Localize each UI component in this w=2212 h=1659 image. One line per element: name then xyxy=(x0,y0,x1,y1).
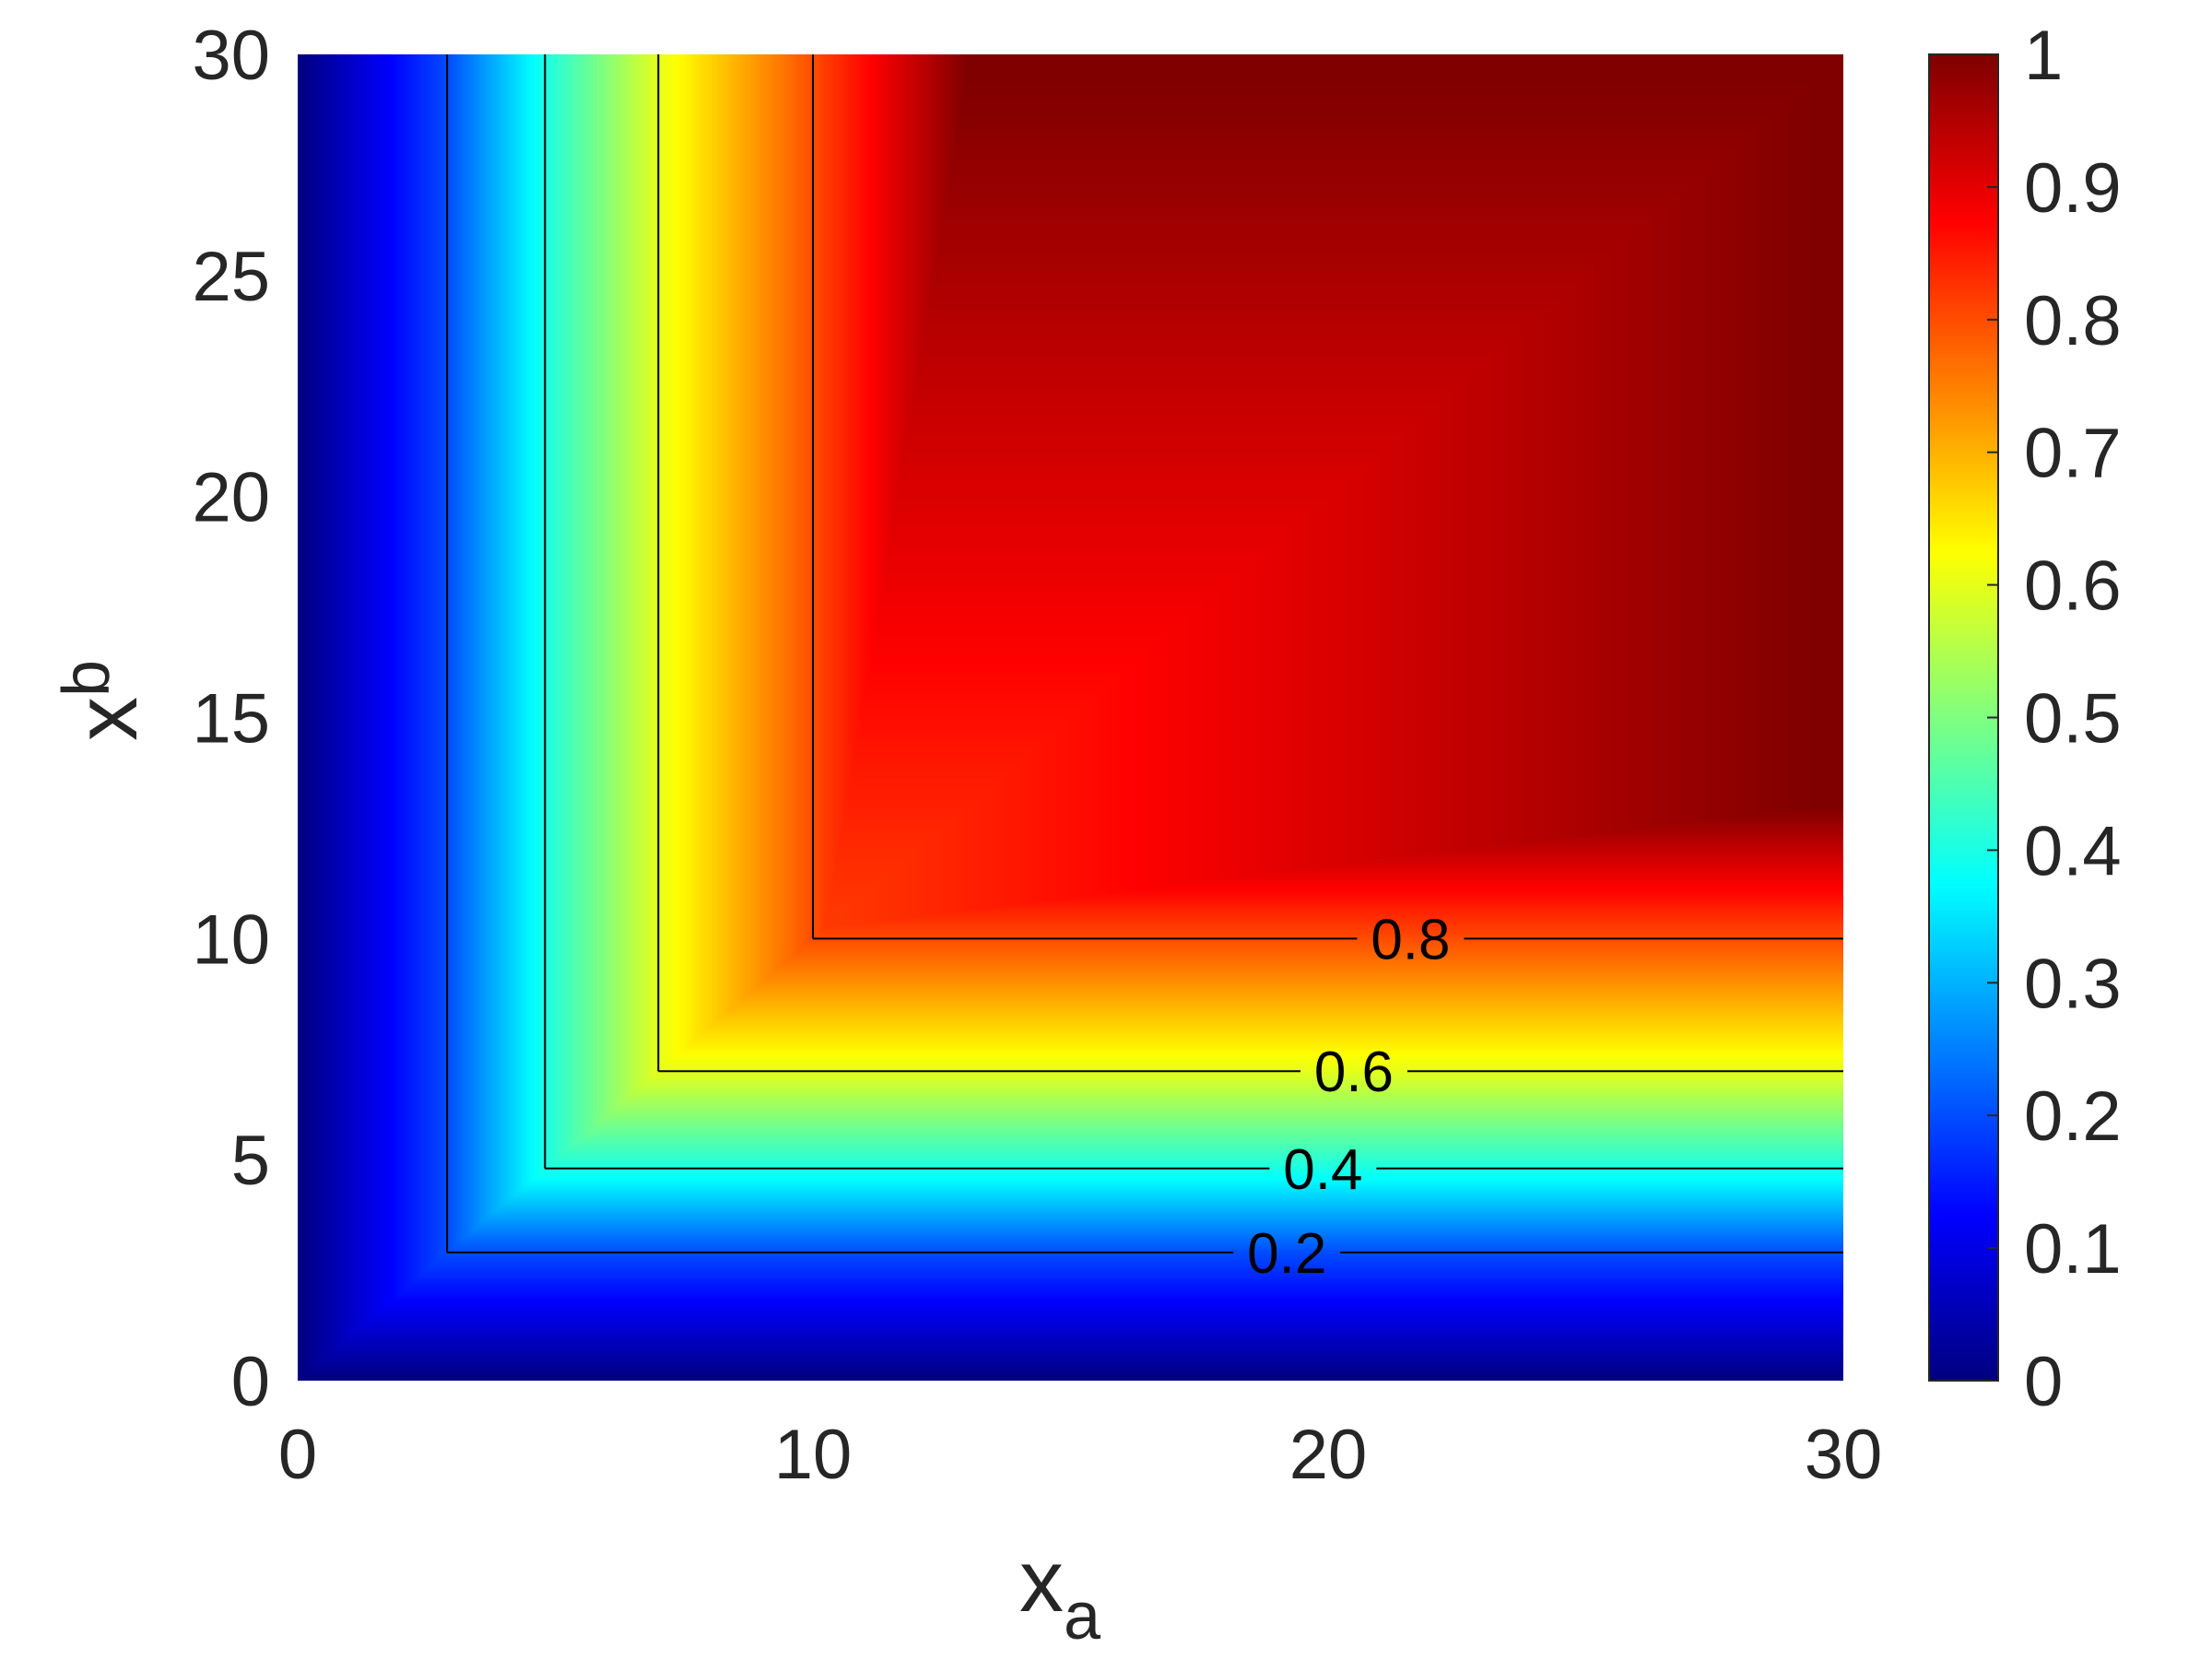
colorbar-tick-label: 0.4 xyxy=(2024,812,2122,890)
heatmap-surface xyxy=(298,54,1843,1381)
y-tick-label: 20 xyxy=(192,459,270,537)
colorbar-border xyxy=(1928,53,1999,1382)
x-tick-label: 0 xyxy=(278,1416,317,1494)
x-axis-label: xa xyxy=(1019,1532,1101,1653)
y-tick-label: 0 xyxy=(231,1343,270,1421)
x-axis-label-main: x xyxy=(1019,1532,1064,1630)
y-tick-label: 30 xyxy=(192,17,270,95)
colorbar-gradient xyxy=(1929,54,1998,1381)
y-tick-label: 10 xyxy=(192,900,270,979)
y-axis-label: xb xyxy=(50,660,156,741)
contour-labels: 0.2 0.4 0.6 0.8 xyxy=(1247,908,1450,1286)
y-axis-label-sub: b xyxy=(50,660,124,697)
colorbar-tick-label: 1 xyxy=(2024,17,2063,95)
x-tick-label: 20 xyxy=(1289,1416,1368,1494)
y-tick-label: 5 xyxy=(231,1122,270,1200)
colorbar-tick-label: 0.1 xyxy=(2024,1210,2122,1288)
y-tick-label: 15 xyxy=(192,680,270,759)
y-axis-label-main: x xyxy=(57,697,156,741)
x-axis-label-sub: a xyxy=(1064,1580,1101,1653)
colorbar-ticks: 0 0.1 0.2 0.3 0.4 0.5 0.6 0.7 0.8 0.9 1 xyxy=(1987,17,2122,1421)
contour-label: 0.2 xyxy=(1247,1222,1326,1286)
y-axis-ticks: 0 5 10 15 20 25 30 xyxy=(192,17,270,1421)
colorbar-tick-label: 0.9 xyxy=(2024,149,2122,228)
x-tick-label: 10 xyxy=(774,1416,853,1494)
colorbar-tick-label: 0.6 xyxy=(2024,547,2122,626)
colorbar-tick-label: 0.3 xyxy=(2024,945,2122,1023)
colorbar-tick-label: 0.8 xyxy=(2024,282,2122,360)
contour-lines xyxy=(446,54,1843,1253)
x-tick-label: 30 xyxy=(1805,1416,1883,1494)
contour-label: 0.4 xyxy=(1283,1138,1362,1202)
x-axis-ticks: 0 10 20 30 xyxy=(278,1416,1882,1494)
colorbar-tick-label: 0.5 xyxy=(2024,680,2122,759)
colorbar-tick-label: 0.2 xyxy=(2024,1077,2122,1156)
contour-label: 0.8 xyxy=(1371,908,1450,971)
y-tick-label: 25 xyxy=(192,238,270,316)
colorbar-tick-label: 0.7 xyxy=(2024,415,2122,493)
colorbar-tick-label: 0 xyxy=(2024,1343,2063,1421)
contour-label: 0.6 xyxy=(1314,1041,1394,1104)
